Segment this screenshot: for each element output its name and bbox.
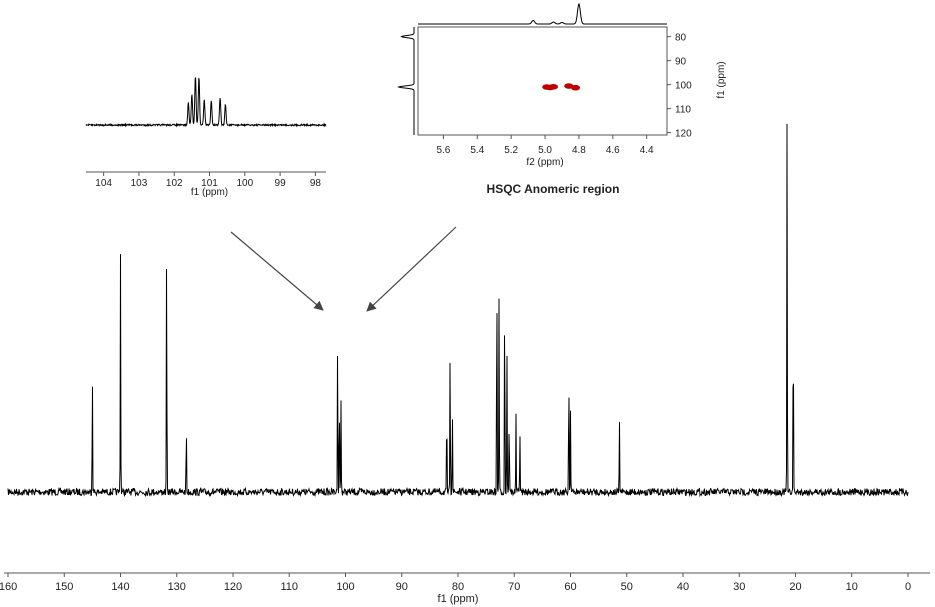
inset-x-tick-label: 104 xyxy=(95,178,112,189)
main-x-tick-label: 0 xyxy=(905,581,911,593)
hsqc-x-tick-label: 5.4 xyxy=(470,145,484,156)
main-spectrum: 160 150 140 130 120 110 100 90 80 70 60 50 40 30 20 10 0… xyxy=(0,123,930,605)
hsqc-cross-peak xyxy=(571,84,581,91)
main-x-tick-label: 160 xyxy=(0,581,17,593)
arrow-from-hsqc xyxy=(366,226,457,312)
hsqc-y-axis-label: f1 (ppm) xyxy=(716,61,727,98)
main-x-tick-label: 130 xyxy=(168,581,186,593)
main-x-tick-label: 10 xyxy=(846,581,858,593)
main-x-tick-label: 140 xyxy=(111,581,129,593)
hsqc-x-tick-label: 5.6 xyxy=(436,145,450,156)
main-x-tick-label: 110 xyxy=(280,581,298,593)
hsqc-x-ticks: 5.6 5.4 5.2 5.0 4.8 4.6 4.4 xyxy=(436,135,654,156)
hsqc-x-tick-label: 4.4 xyxy=(640,145,654,156)
hsqc-y-tick-label: 110 xyxy=(675,105,691,116)
hsqc-caption: HSQC Anomeric region xyxy=(487,182,620,196)
hsqc-cross-peak xyxy=(564,83,574,89)
hsqc-plot-frame xyxy=(417,26,668,136)
hsqc-cross-peak xyxy=(549,83,559,90)
hsqc-panel: 5.6 5.4 5.2 5.0 4.8 4.6 4.4 80 90 100 110 120 f2 (… xyxy=(396,2,727,196)
hsqc-x-tick-label: 5.0 xyxy=(538,145,552,156)
main-spectrum-trace xyxy=(7,123,909,498)
main-x-ticks: 160 150 140 130 120 110 100 90 80 70 60 50 40 30 20 10 0 xyxy=(0,573,911,593)
inset-x-ticks: 104 103 102 101 100 99 98 xyxy=(95,172,321,189)
inset-x-tick-label: 101 xyxy=(201,178,218,189)
hsqc-cross-peaks xyxy=(542,83,581,91)
hsqc-y-tick-label: 120 xyxy=(675,129,692,140)
hsqc-y-tick-label: 80 xyxy=(675,33,687,44)
main-x-tick-label: 40 xyxy=(677,581,689,593)
inset-x-tick-label: 100 xyxy=(236,178,253,189)
hsqc-carbon-projection xyxy=(396,27,415,135)
hsqc-y-tick-label: 100 xyxy=(675,81,692,92)
hsqc-proton-projection xyxy=(418,2,667,25)
main-x-tick-label: 100 xyxy=(336,581,354,593)
inset-spectrum-trace xyxy=(85,77,327,128)
main-x-tick-label: 30 xyxy=(733,581,745,593)
main-x-tick-label: 80 xyxy=(452,581,464,593)
main-x-tick-label: 90 xyxy=(396,581,408,593)
hsqc-x-tick-label: 5.2 xyxy=(504,145,518,156)
hsqc-y-ticks: 80 90 100 110 120 xyxy=(667,33,692,140)
main-x-tick-label: 50 xyxy=(621,581,633,593)
main-x-axis-label: f1 (ppm) xyxy=(438,593,479,605)
main-x-tick-label: 70 xyxy=(508,581,520,593)
inset-x-tick-label: 103 xyxy=(131,178,148,189)
main-x-tick-label: 150 xyxy=(55,581,73,593)
main-x-tick-label: 120 xyxy=(224,581,242,593)
inset-x-tick-label: 98 xyxy=(310,178,322,189)
main-x-tick-label: 60 xyxy=(564,581,576,593)
inset-x-tick-label: 99 xyxy=(275,178,287,189)
hsqc-x-tick-label: 4.8 xyxy=(572,145,586,156)
arrow-from-expansion xyxy=(230,231,324,311)
hsqc-y-tick-label: 90 xyxy=(675,57,687,68)
inset-x-axis-label: f1 (ppm) xyxy=(191,187,228,198)
hsqc-x-tick-label: 4.6 xyxy=(606,145,620,156)
main-x-tick-label: 20 xyxy=(789,581,801,593)
inset-x-tick-label: 102 xyxy=(166,178,183,189)
hsqc-x-axis-label: f2 (ppm) xyxy=(526,157,563,168)
anomeric-expansion-inset: 104 103 102 101 100 99 98 f1 (ppm) xyxy=(85,77,327,198)
